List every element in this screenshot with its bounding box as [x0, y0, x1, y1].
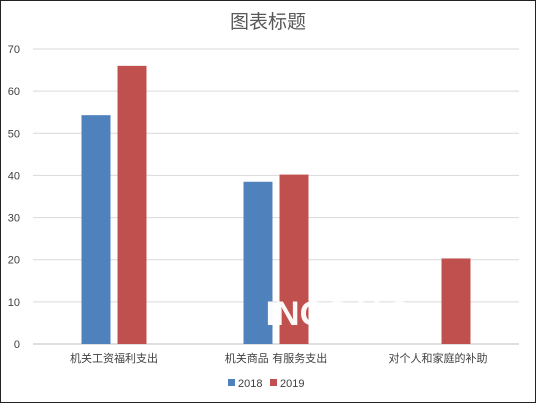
bars — [81, 65, 471, 345]
y-tick-label: 70 — [8, 44, 20, 56]
legend-swatch-2018 — [228, 379, 235, 386]
bar-2018-2 — [243, 181, 273, 344]
bar-2019-2 — [279, 174, 309, 344]
legend-label-2018: 2018 — [238, 378, 262, 390]
bar-2019-3 — [441, 258, 471, 344]
legend-label-2019: 2019 — [280, 378, 304, 390]
chart-title: 图表标题 — [230, 11, 306, 33]
legend: 2018 2019 — [228, 378, 304, 390]
x-category-label: 机关工资福利支出 — [70, 351, 158, 365]
legend-swatch-2019 — [270, 379, 277, 386]
bar-2019-1 — [117, 65, 147, 344]
gridlines — [33, 48, 519, 345]
x-category-label: 对个人和家庭的补助 — [389, 351, 488, 365]
x-axis: 机关工资福利支出 机关商品 有服务支出 对个人和家庭的补助 — [70, 351, 488, 365]
bar-2018-1 — [81, 115, 111, 345]
y-tick-label: 50 — [8, 128, 20, 140]
y-tick-label: 60 — [8, 86, 20, 98]
y-tick-label: 30 — [8, 213, 20, 225]
y-tick-label: 0 — [14, 339, 20, 351]
y-tick-label: 40 — [8, 170, 20, 182]
x-category-label: 机关商品 有服务支出 — [225, 351, 328, 365]
y-tick-label: 10 — [8, 297, 20, 309]
watermark-text: INGS Y.C — [266, 295, 411, 333]
y-axis: 0 10 20 30 40 50 60 70 — [8, 44, 20, 351]
y-tick-label: 20 — [8, 255, 20, 267]
